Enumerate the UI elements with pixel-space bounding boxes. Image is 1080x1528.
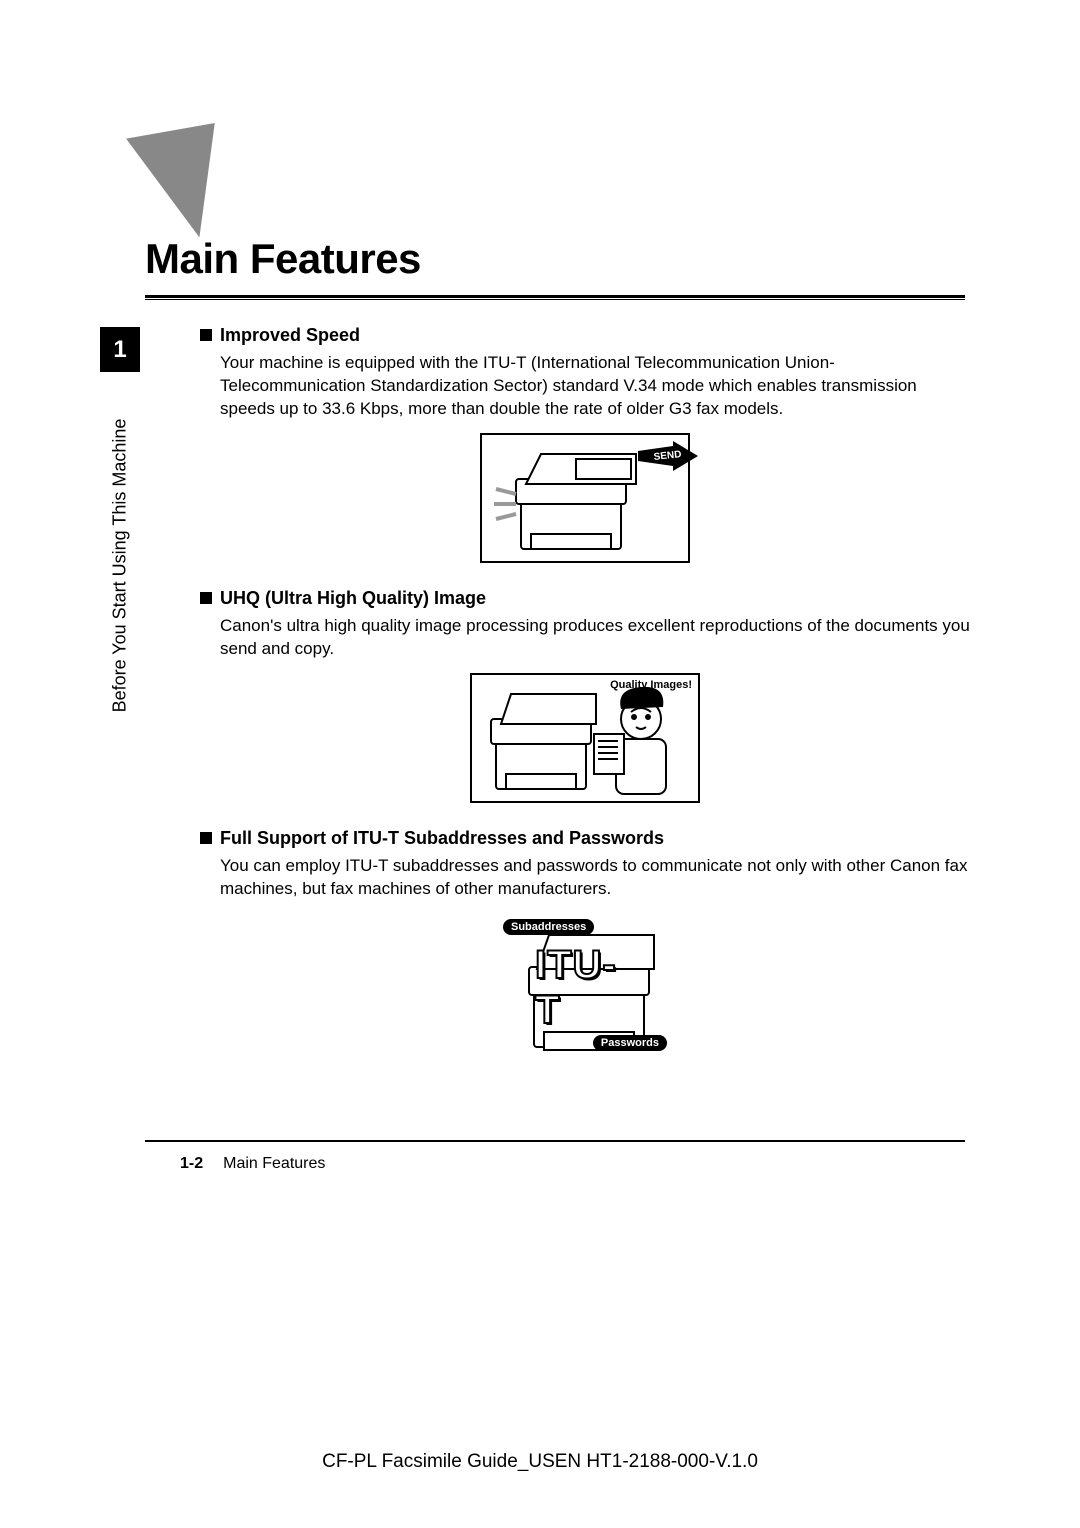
feature-heading-text: Improved Speed xyxy=(220,325,360,345)
illustration-wrap: SEND xyxy=(200,433,970,563)
bullet-square-icon xyxy=(200,832,212,844)
title-rule xyxy=(145,295,965,300)
decorative-triangle xyxy=(126,123,234,247)
feature-heading: Full Support of ITU-T Subaddresses and P… xyxy=(200,828,970,849)
printer-person-icon xyxy=(476,679,698,799)
feature-body: You can employ ITU-T subaddresses and pa… xyxy=(220,855,970,901)
illustration-printer-send: SEND xyxy=(480,433,690,563)
side-label-text: Before You Start Using This Machine xyxy=(110,418,131,712)
footer-rule xyxy=(145,1140,965,1142)
illustration-printer-itu: ITU-T Subaddresses Passwords xyxy=(485,913,685,1063)
feature-block: UHQ (Ultra High Quality) Image Canon's u… xyxy=(200,588,970,803)
feature-heading: Improved Speed xyxy=(200,325,970,346)
footer-text: 1-2 Main Features xyxy=(180,1155,325,1173)
footer-page-number: 1-2 xyxy=(180,1155,203,1172)
subaddresses-pill: Subaddresses xyxy=(503,919,594,935)
feature-heading: UHQ (Ultra High Quality) Image xyxy=(200,588,970,609)
feature-heading-text: UHQ (Ultra High Quality) Image xyxy=(220,588,486,608)
itu-overlay-text: ITU-T xyxy=(535,943,635,1033)
quality-label: Quality Images! xyxy=(610,679,692,691)
send-arrow-icon: SEND xyxy=(638,441,698,486)
feature-block: Full Support of ITU-T Subaddresses and P… xyxy=(200,828,970,1063)
document-id: CF-PL Facsimile Guide_USEN HT1-2188-000-… xyxy=(0,1451,1080,1473)
feature-block: Improved Speed Your machine is equipped … xyxy=(200,325,970,563)
side-label: Before You Start Using This Machine xyxy=(100,390,140,740)
page-title: Main Features xyxy=(145,235,421,283)
passwords-pill: Passwords xyxy=(593,1035,667,1051)
chapter-tab: 1 xyxy=(100,327,140,372)
bullet-square-icon xyxy=(200,592,212,604)
content-area: Improved Speed Your machine is equipped … xyxy=(200,325,970,1088)
bullet-square-icon xyxy=(200,329,212,341)
footer-section: Main Features xyxy=(223,1155,325,1172)
illustration-wrap: Quality Images! xyxy=(200,673,970,803)
feature-heading-text: Full Support of ITU-T Subaddresses and P… xyxy=(220,828,664,848)
illustration-printer-person: Quality Images! xyxy=(470,673,700,803)
illustration-wrap: ITU-T Subaddresses Passwords xyxy=(200,913,970,1063)
feature-body: Canon's ultra high quality image process… xyxy=(220,615,970,661)
document-page: Main Features 1 Before You Start Using T… xyxy=(100,130,970,1330)
feature-body: Your machine is equipped with the ITU-T … xyxy=(220,352,970,421)
